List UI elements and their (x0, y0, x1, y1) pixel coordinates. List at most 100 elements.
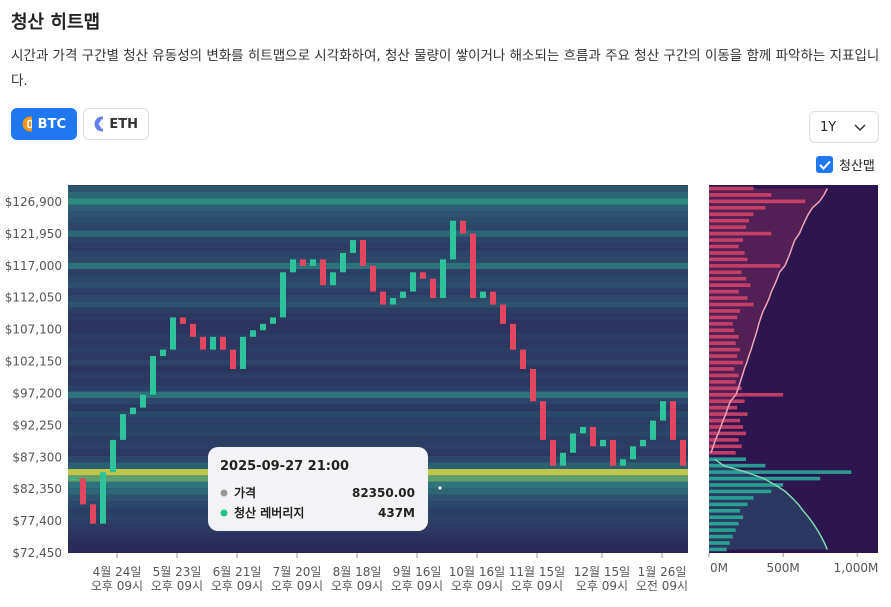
candle (410, 272, 416, 292)
cumulative-line (714, 458, 828, 550)
heat-band (68, 275, 688, 282)
heat-band (68, 436, 688, 444)
heat-band (68, 243, 688, 250)
profile-bar (709, 360, 744, 365)
profile-bar (709, 199, 806, 204)
candle (450, 220, 456, 260)
x-tick-time: 오후 09시 (331, 579, 383, 593)
profile-bar (709, 296, 748, 300)
price-candles (70, 220, 686, 524)
heat-band (68, 391, 688, 398)
candle (260, 323, 266, 331)
profile-bar (709, 225, 747, 229)
profile-bar (709, 251, 745, 255)
candle (680, 439, 686, 466)
heat-band (68, 256, 688, 263)
candle (250, 330, 256, 337)
y-tick-label: $112,050 (5, 291, 62, 305)
profile-bar (709, 231, 772, 236)
profile-bar (709, 528, 736, 532)
x-tick-label: 5월 23일 (153, 565, 202, 579)
profile-bar (709, 315, 738, 320)
x-tick-time: 오후 09시 (211, 579, 263, 593)
candle (300, 259, 306, 266)
tooltip-value: 437M (378, 506, 415, 520)
candle (560, 452, 566, 466)
candle (330, 272, 336, 286)
heat-band (68, 217, 688, 224)
heat-band (68, 397, 688, 405)
candle (390, 298, 396, 305)
candle (500, 304, 506, 324)
profile-bar (709, 380, 736, 384)
candle (370, 265, 376, 292)
x-tick-label: 12월 15일 (574, 565, 630, 579)
profile-bar (709, 515, 744, 520)
x-tick-time: 오후 09시 (576, 579, 628, 593)
candle (160, 349, 166, 357)
y-tick-label: $72,450 (12, 546, 62, 560)
chevron (854, 124, 866, 132)
candle (490, 291, 496, 305)
candle (580, 426, 586, 434)
asset-button[interactable]: ETH (83, 108, 149, 140)
heat-band (68, 385, 688, 392)
profile-bar (709, 489, 772, 494)
x-tick-time: 오전 09시 (636, 579, 688, 593)
candle (270, 317, 276, 324)
candle (280, 272, 286, 318)
heat-band (68, 236, 688, 244)
profile-bar (709, 283, 751, 287)
candle (340, 252, 346, 273)
heat-band (68, 430, 688, 437)
candle (480, 291, 486, 299)
candle (660, 401, 666, 421)
tooltip-dot (220, 489, 228, 497)
profile-bar (709, 206, 766, 210)
heat-band (68, 339, 688, 347)
x-tick-label: 4월 24일 (93, 565, 142, 579)
candle (600, 439, 606, 447)
heat-band (68, 185, 688, 192)
candle (380, 291, 386, 305)
profile-bar (709, 508, 741, 513)
profile-bar (709, 399, 745, 403)
period-select[interactable]: 1Y (809, 111, 879, 143)
y-tick-label: $87,300 (12, 450, 62, 464)
x-tick-time: 오후 09시 (151, 579, 203, 593)
candle (240, 336, 246, 369)
profile-bar (709, 502, 748, 507)
overlay-toggle[interactable]: 청산맵 (816, 155, 875, 174)
checkbox[interactable] (816, 156, 833, 173)
profile-bar (709, 450, 736, 455)
profile-tick-label: 1,000M (834, 561, 879, 575)
candle (200, 336, 206, 350)
y-tick-label: $97,200 (12, 386, 62, 400)
x-tick-label: 9월 16일 (393, 565, 442, 579)
profile-bar (709, 418, 741, 423)
heat-band (68, 281, 688, 289)
heat-band (68, 410, 688, 418)
liquidation-profile (709, 186, 852, 552)
candle (190, 323, 196, 337)
candle (70, 478, 76, 481)
candle (210, 336, 216, 350)
profile-bar (709, 431, 747, 436)
candle (550, 439, 556, 466)
heat-band (68, 359, 688, 366)
profile-bar (709, 212, 754, 217)
profile-bar (709, 302, 754, 307)
candle (350, 240, 356, 253)
candle (230, 349, 236, 369)
candle (620, 459, 626, 466)
tooltip-box (208, 447, 428, 531)
asset-button[interactable]: BTC (11, 108, 77, 140)
candle (140, 394, 146, 408)
x-tick-time: 오후 09시 (391, 579, 443, 593)
heat-band (68, 533, 688, 540)
profile-bar (709, 457, 747, 462)
heat-band (68, 230, 688, 237)
candle (360, 240, 366, 266)
profile-bar (709, 354, 738, 358)
